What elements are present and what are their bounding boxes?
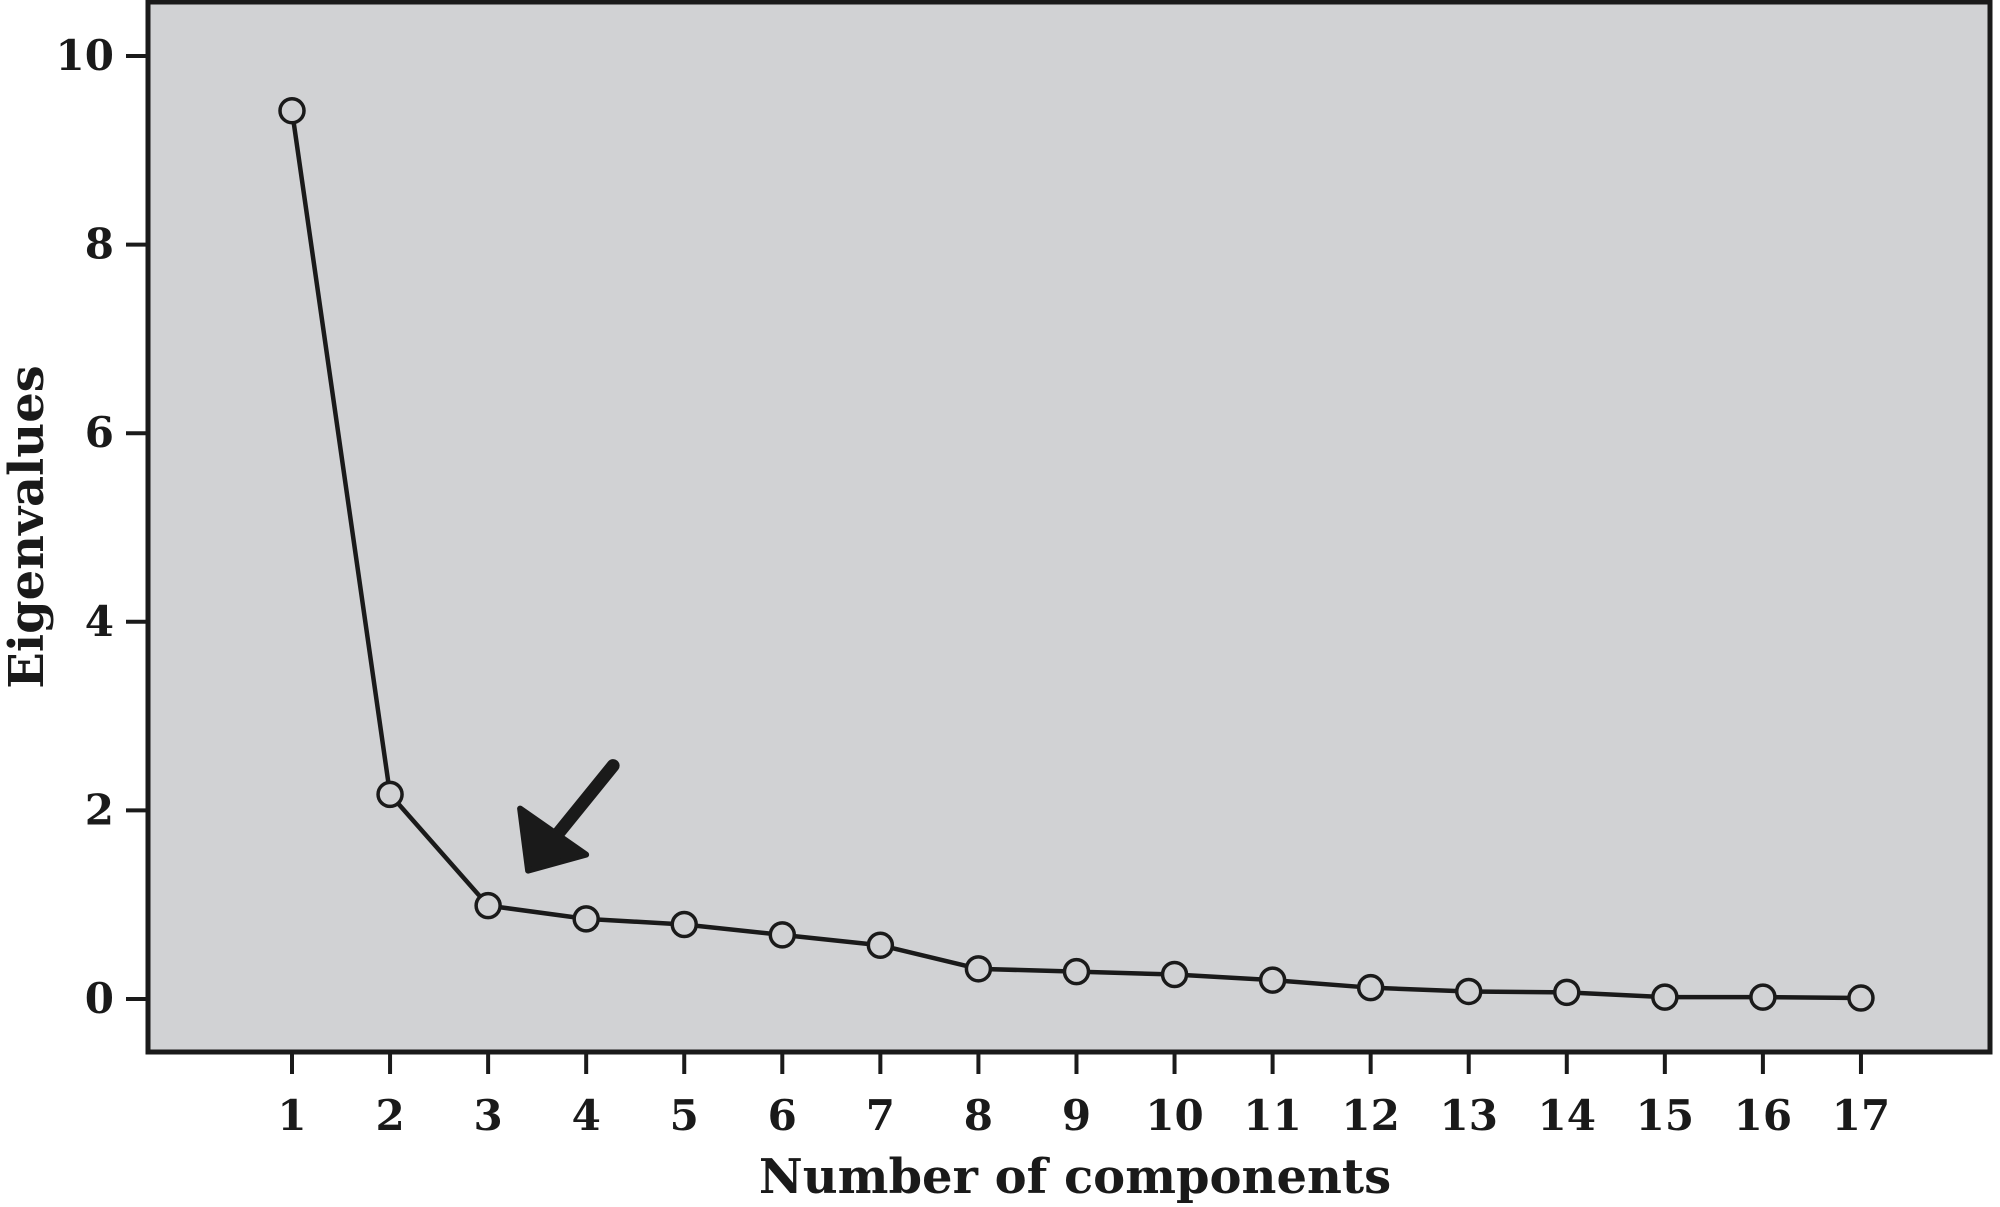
data-point-16 [1749, 983, 1777, 1011]
x-tick-label-11: 11 [1243, 1091, 1301, 1140]
x-tick-label-6: 6 [768, 1091, 797, 1140]
data-point-17 [1847, 984, 1875, 1012]
data-point-5 [670, 910, 698, 939]
x-tick-label-17: 17 [1832, 1091, 1890, 1140]
data-point-8 [964, 955, 993, 983]
annotation-group [517, 759, 620, 874]
x-tick-label-5: 5 [670, 1091, 699, 1140]
data-point-9 [1062, 957, 1091, 986]
y-tick-label-6: 6 [85, 408, 114, 457]
data-point-11 [1258, 966, 1287, 994]
x-tick-label-15: 15 [1636, 1091, 1694, 1140]
y-axis-title: Eigenvalues [0, 365, 55, 689]
data-point-4 [572, 905, 600, 933]
x-tick-label-7: 7 [866, 1091, 895, 1140]
data-point-6 [768, 921, 797, 949]
y-axis: 0 2 4 6 8 10 [56, 31, 148, 1023]
data-point-13 [1454, 977, 1483, 1006]
y-tick-label-8: 8 [85, 220, 114, 269]
annotation-arrow-head [517, 805, 590, 874]
data-point-3 [474, 891, 502, 920]
data-point-2 [376, 780, 404, 809]
x-axis-title: Number of components [759, 1149, 1391, 1205]
y-tick-label-0: 0 [85, 974, 114, 1023]
x-tick-label-12: 12 [1341, 1091, 1399, 1140]
x-tick-label-1: 1 [277, 1091, 306, 1140]
series-group [278, 96, 1875, 1012]
x-tick-label-9: 9 [1062, 1091, 1091, 1140]
x-tick-label-4: 4 [572, 1091, 601, 1140]
x-tick-label-13: 13 [1439, 1091, 1497, 1140]
data-point-1 [278, 96, 306, 125]
data-point-10 [1160, 960, 1189, 989]
data-point-15 [1651, 983, 1679, 1011]
data-point-14 [1553, 978, 1581, 1007]
x-tick-label-10: 10 [1145, 1091, 1203, 1140]
data-point-7 [866, 931, 895, 959]
x-tick-label-2: 2 [375, 1091, 404, 1140]
y-tick-label-2: 2 [85, 785, 114, 834]
y-tick-label-4: 4 [85, 597, 114, 646]
y-tick-label-10: 10 [56, 31, 114, 80]
x-tick-label-16: 16 [1734, 1091, 1792, 1140]
plot-area [145, 0, 1993, 1055]
x-tick-label-8: 8 [964, 1091, 993, 1140]
x-axis: 1 2 3 4 5 6 7 8 9 10 11 12 13 14 15 16 17 [277, 1052, 1890, 1140]
data-point-12 [1356, 973, 1385, 1002]
x-tick-label-14: 14 [1538, 1091, 1596, 1140]
x-tick-label-3: 3 [474, 1091, 503, 1140]
